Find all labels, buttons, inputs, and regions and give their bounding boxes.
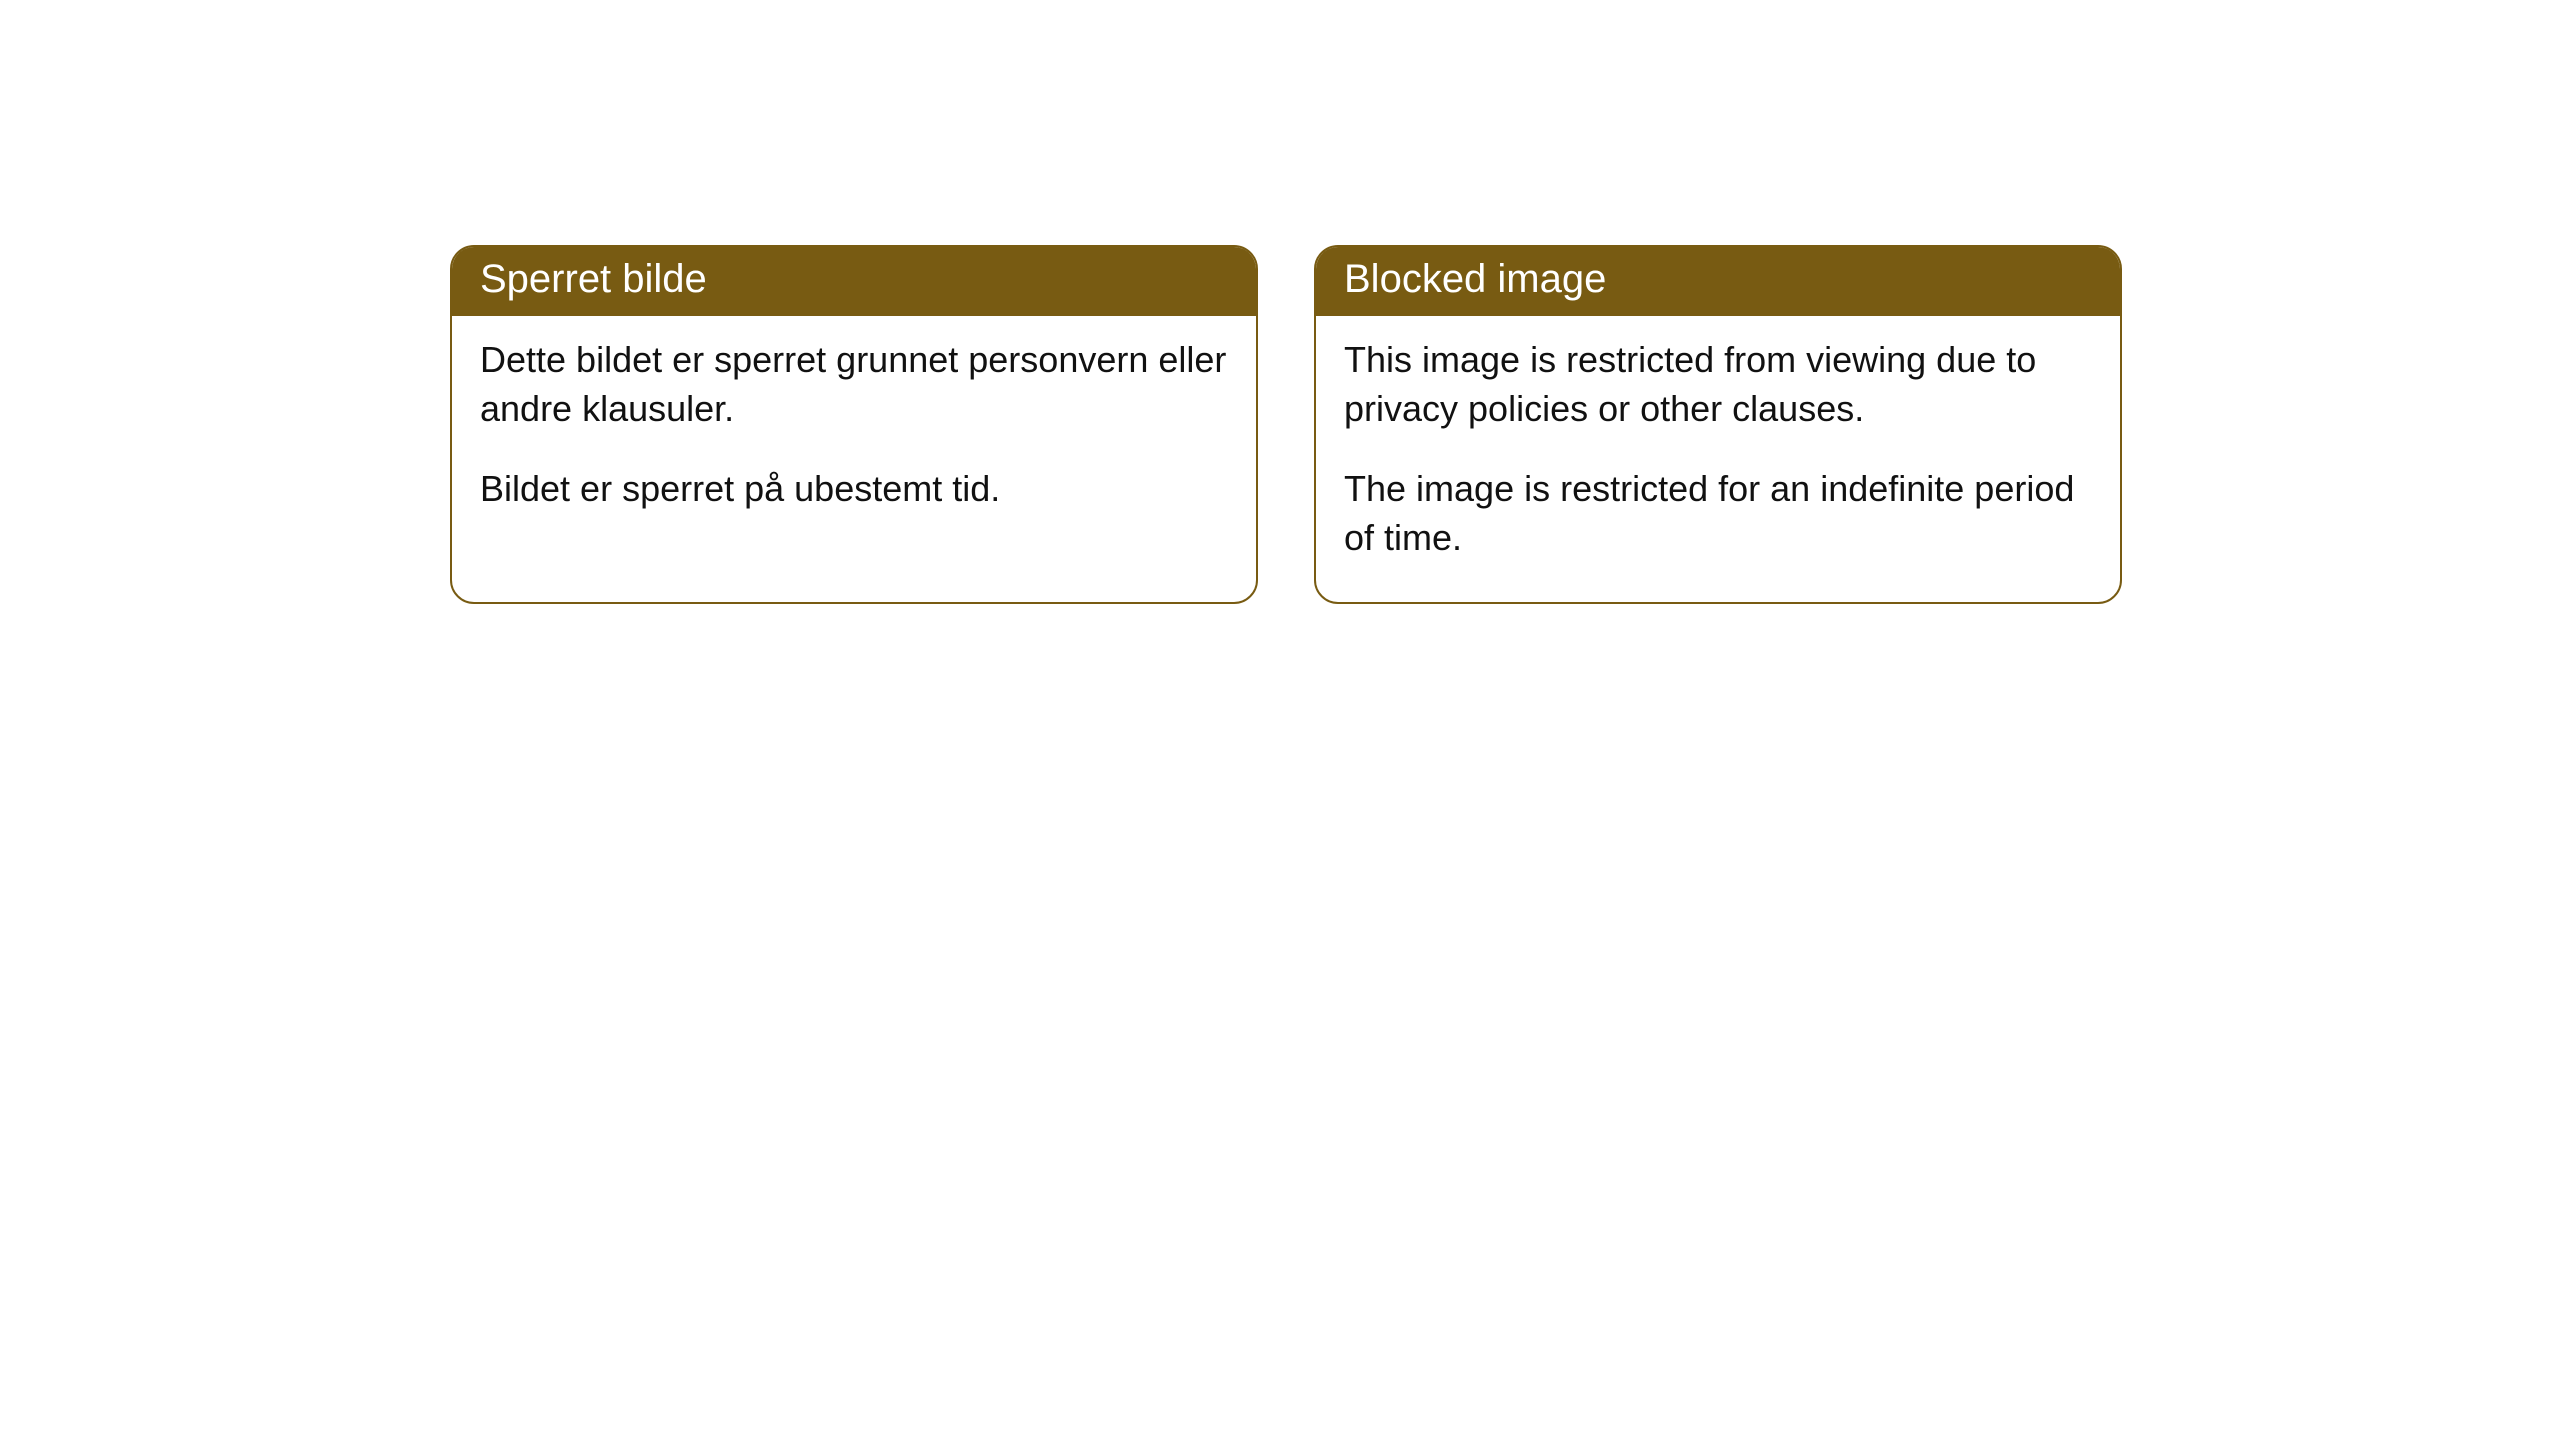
card-paragraph: The image is restricted for an indefinit… xyxy=(1344,465,2092,562)
card-paragraph: Dette bildet er sperret grunnet personve… xyxy=(480,336,1228,433)
card-title: Blocked image xyxy=(1344,257,1606,301)
card-title: Sperret bilde xyxy=(480,257,707,301)
card-paragraph: This image is restricted from viewing du… xyxy=(1344,336,2092,433)
notice-card-norwegian: Sperret bilde Dette bildet er sperret gr… xyxy=(450,245,1258,604)
card-header: Sperret bilde xyxy=(452,247,1256,316)
card-header: Blocked image xyxy=(1316,247,2120,316)
notice-cards-container: Sperret bilde Dette bildet er sperret gr… xyxy=(450,245,2560,604)
card-paragraph: Bildet er sperret på ubestemt tid. xyxy=(480,465,1228,514)
notice-card-english: Blocked image This image is restricted f… xyxy=(1314,245,2122,604)
card-body: Dette bildet er sperret grunnet personve… xyxy=(452,316,1256,554)
card-body: This image is restricted from viewing du… xyxy=(1316,316,2120,602)
